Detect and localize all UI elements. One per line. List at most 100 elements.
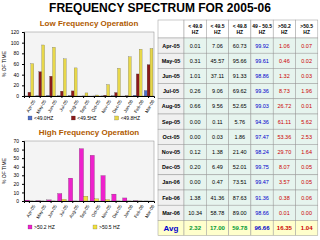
header-text: 49 - 50.5HZ xyxy=(252,23,272,35)
row-label: Aug-05 xyxy=(162,103,181,109)
cell-text: 59.78 xyxy=(232,225,248,231)
bar xyxy=(39,72,42,96)
tick-mark xyxy=(61,201,62,203)
bar xyxy=(50,76,53,96)
tick-label: 40 xyxy=(13,72,19,78)
bar xyxy=(101,176,105,201)
table-cell xyxy=(206,53,228,68)
tick-label: 0 xyxy=(16,198,19,204)
tick-mark xyxy=(22,184,24,185)
tick: Sep-05 xyxy=(79,201,91,219)
cell-text: 5.76 xyxy=(234,119,245,125)
table-cell xyxy=(184,129,206,144)
table-cell xyxy=(251,99,273,114)
tick-mark xyxy=(116,201,117,203)
bar xyxy=(112,194,116,201)
bar xyxy=(47,95,50,96)
cell-text: 7.06 xyxy=(212,43,223,49)
bar xyxy=(115,93,118,96)
tick-mark xyxy=(22,141,24,142)
tick-mark xyxy=(51,96,52,98)
table-cell xyxy=(206,114,228,129)
legend-label: <49.0HZ xyxy=(34,115,53,121)
tick-label: Mar-06 xyxy=(144,99,156,114)
table-cell xyxy=(158,38,184,53)
bar xyxy=(51,200,55,201)
tick-mark xyxy=(83,96,84,98)
table-cell xyxy=(251,144,273,159)
table-cell xyxy=(158,190,184,205)
cell-text: 1.86 xyxy=(234,134,245,140)
cell-text: 8.07 xyxy=(279,164,290,170)
cell-text: 0.07 xyxy=(301,43,312,49)
table-cell xyxy=(296,53,318,68)
table-cell xyxy=(251,160,273,175)
legend-swatch xyxy=(93,225,97,229)
cell-text: 99.47 xyxy=(255,179,269,185)
table-cell xyxy=(229,205,251,220)
tick-mark xyxy=(137,96,138,98)
cell-text: 0.47 xyxy=(212,179,223,185)
table-cell xyxy=(296,99,318,114)
cell-text: 87.63 xyxy=(233,195,247,201)
axis-line xyxy=(25,202,155,204)
legend-item: <49.8HZ xyxy=(115,115,140,121)
cell-text: 17.00 xyxy=(210,225,226,231)
tick-label: 60 xyxy=(13,147,19,153)
bar xyxy=(96,95,99,96)
row-label: Mar-06 xyxy=(162,210,180,216)
bar xyxy=(116,200,120,201)
table-cell xyxy=(158,160,184,175)
table-cell xyxy=(251,220,273,235)
table-cell xyxy=(296,68,318,83)
table-cell xyxy=(229,144,251,159)
tick-mark xyxy=(40,96,41,98)
tick: Apr-05 xyxy=(25,96,36,113)
tick: Sep-05 xyxy=(79,96,91,114)
tick-mark xyxy=(22,96,24,97)
cell-text: 95.66 xyxy=(233,58,247,64)
tick-mark xyxy=(22,201,24,202)
cell-text: 0.05 xyxy=(301,164,312,170)
bar xyxy=(90,155,94,201)
tick: Oct-05 xyxy=(90,96,101,113)
cell-text: 0.00 xyxy=(190,179,201,185)
table-cell xyxy=(273,160,295,175)
table-cell xyxy=(296,190,318,205)
table-cell xyxy=(158,220,184,235)
tick-mark xyxy=(22,167,24,168)
cell-text: 0.01 xyxy=(279,210,290,216)
bar xyxy=(133,95,136,96)
tick-mark xyxy=(137,201,138,203)
tick: 30 xyxy=(13,172,24,178)
table-cell xyxy=(206,205,228,220)
tick-label: Dec-05 xyxy=(111,204,123,219)
table-cell xyxy=(158,205,184,220)
table-cell xyxy=(296,160,318,175)
tick-mark xyxy=(72,201,73,203)
table-cell xyxy=(158,84,184,99)
header-text: < 49.8HZ xyxy=(233,23,247,35)
cell-text: 69.62 xyxy=(233,88,247,94)
bar xyxy=(79,96,82,97)
tick: 40 xyxy=(13,72,24,78)
row-label: Dec-05 xyxy=(162,164,180,170)
row-label: Oct-05 xyxy=(162,134,179,140)
tick-label: Dec-05 xyxy=(111,99,123,114)
tick-label: 120 xyxy=(11,29,20,35)
cell-text: 2.32 xyxy=(189,225,201,231)
cell-text: 0.66 xyxy=(190,103,201,109)
cell-text: 29.70 xyxy=(277,149,291,155)
table-cell xyxy=(229,99,251,114)
cell-text: 16.35 xyxy=(277,225,293,231)
cell-text: 0.02 xyxy=(301,58,312,64)
tick: Jul-05 xyxy=(58,201,69,217)
legend-label: >50.5 HZ xyxy=(99,224,120,230)
cell-text: 61.11 xyxy=(278,119,291,125)
tick-label: May-05 xyxy=(35,99,47,115)
cell-text: 1.01 xyxy=(190,73,201,79)
bar xyxy=(40,200,44,201)
cell-text: 0.26 xyxy=(190,88,201,94)
table-cell xyxy=(251,129,273,144)
cell-text: 99.92 xyxy=(255,43,269,49)
